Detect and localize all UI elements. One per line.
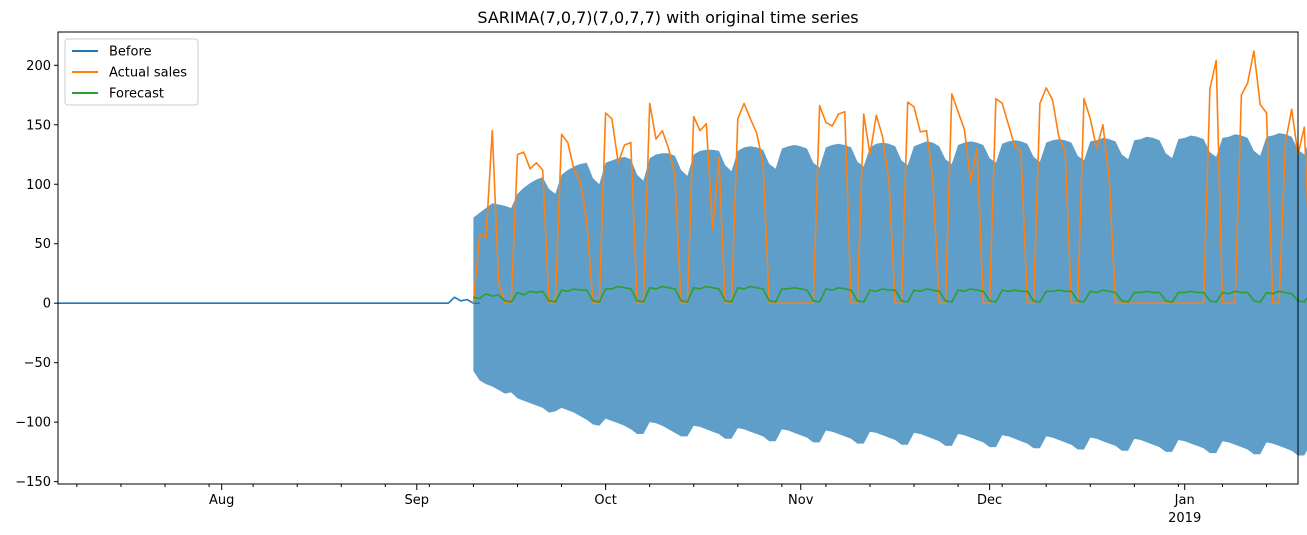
series-forecast — [473, 285, 1307, 303]
series-actual-sales — [472, 50, 1307, 305]
x-tick-label: Sep — [405, 493, 430, 508]
legend-entry: Actual sales — [72, 66, 187, 81]
legend-entry: Before — [72, 45, 152, 60]
legend-box — [64, 38, 199, 106]
x-tick-label: Oct — [594, 493, 616, 508]
legend-label: Forecast — [109, 87, 164, 102]
series-before — [58, 296, 480, 305]
x-axis: Aug Sep Oct Nov Dec Jan 2019 — [76, 484, 1268, 526]
y-tick-label: −100 — [15, 416, 51, 431]
y-tick-label: 150 — [26, 118, 51, 133]
y-tick-label: −150 — [15, 475, 51, 490]
y-axis: −150 −100 −50 0 50 100 150 200 — [15, 59, 58, 490]
x-tick-label: Jan — [1174, 493, 1195, 508]
confidence-band-layer — [473, 133, 1307, 456]
y-tick-label: 200 — [26, 59, 51, 74]
x-tick-sublabel: 2019 — [1168, 511, 1201, 526]
y-tick-label: 100 — [26, 178, 51, 193]
legend-entry: Forecast — [72, 87, 164, 102]
legend-label: Before — [109, 45, 152, 60]
series-line — [473, 285, 1307, 303]
plot-frame — [57, 31, 1299, 485]
y-tick-label: 0 — [43, 297, 51, 312]
series-line — [58, 296, 480, 305]
series-lines-layer — [58, 50, 1307, 305]
y-tick-label: 50 — [34, 237, 51, 252]
series-line — [472, 50, 1307, 305]
legend-label: Actual sales — [109, 66, 187, 81]
legend: Before Actual sales Forecast — [64, 38, 199, 106]
x-tick-label: Dec — [977, 493, 1002, 508]
chart-title: SARIMA(7,0,7)(7,0,7,7) with original tim… — [477, 8, 858, 27]
x-tick-label: Aug — [209, 493, 234, 508]
y-tick-label: −50 — [24, 356, 51, 371]
confidence-band — [473, 133, 1307, 456]
x-tick-label: Nov — [788, 493, 814, 508]
